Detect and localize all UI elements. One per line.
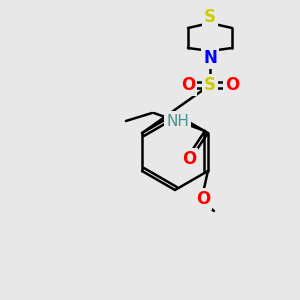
Text: NH: NH	[167, 113, 189, 128]
Text: S: S	[204, 76, 216, 94]
Text: O: O	[196, 190, 210, 208]
Text: O: O	[225, 76, 239, 94]
Text: S: S	[204, 8, 216, 26]
Text: N: N	[203, 49, 217, 67]
Text: O: O	[182, 150, 196, 168]
Text: O: O	[181, 76, 195, 94]
